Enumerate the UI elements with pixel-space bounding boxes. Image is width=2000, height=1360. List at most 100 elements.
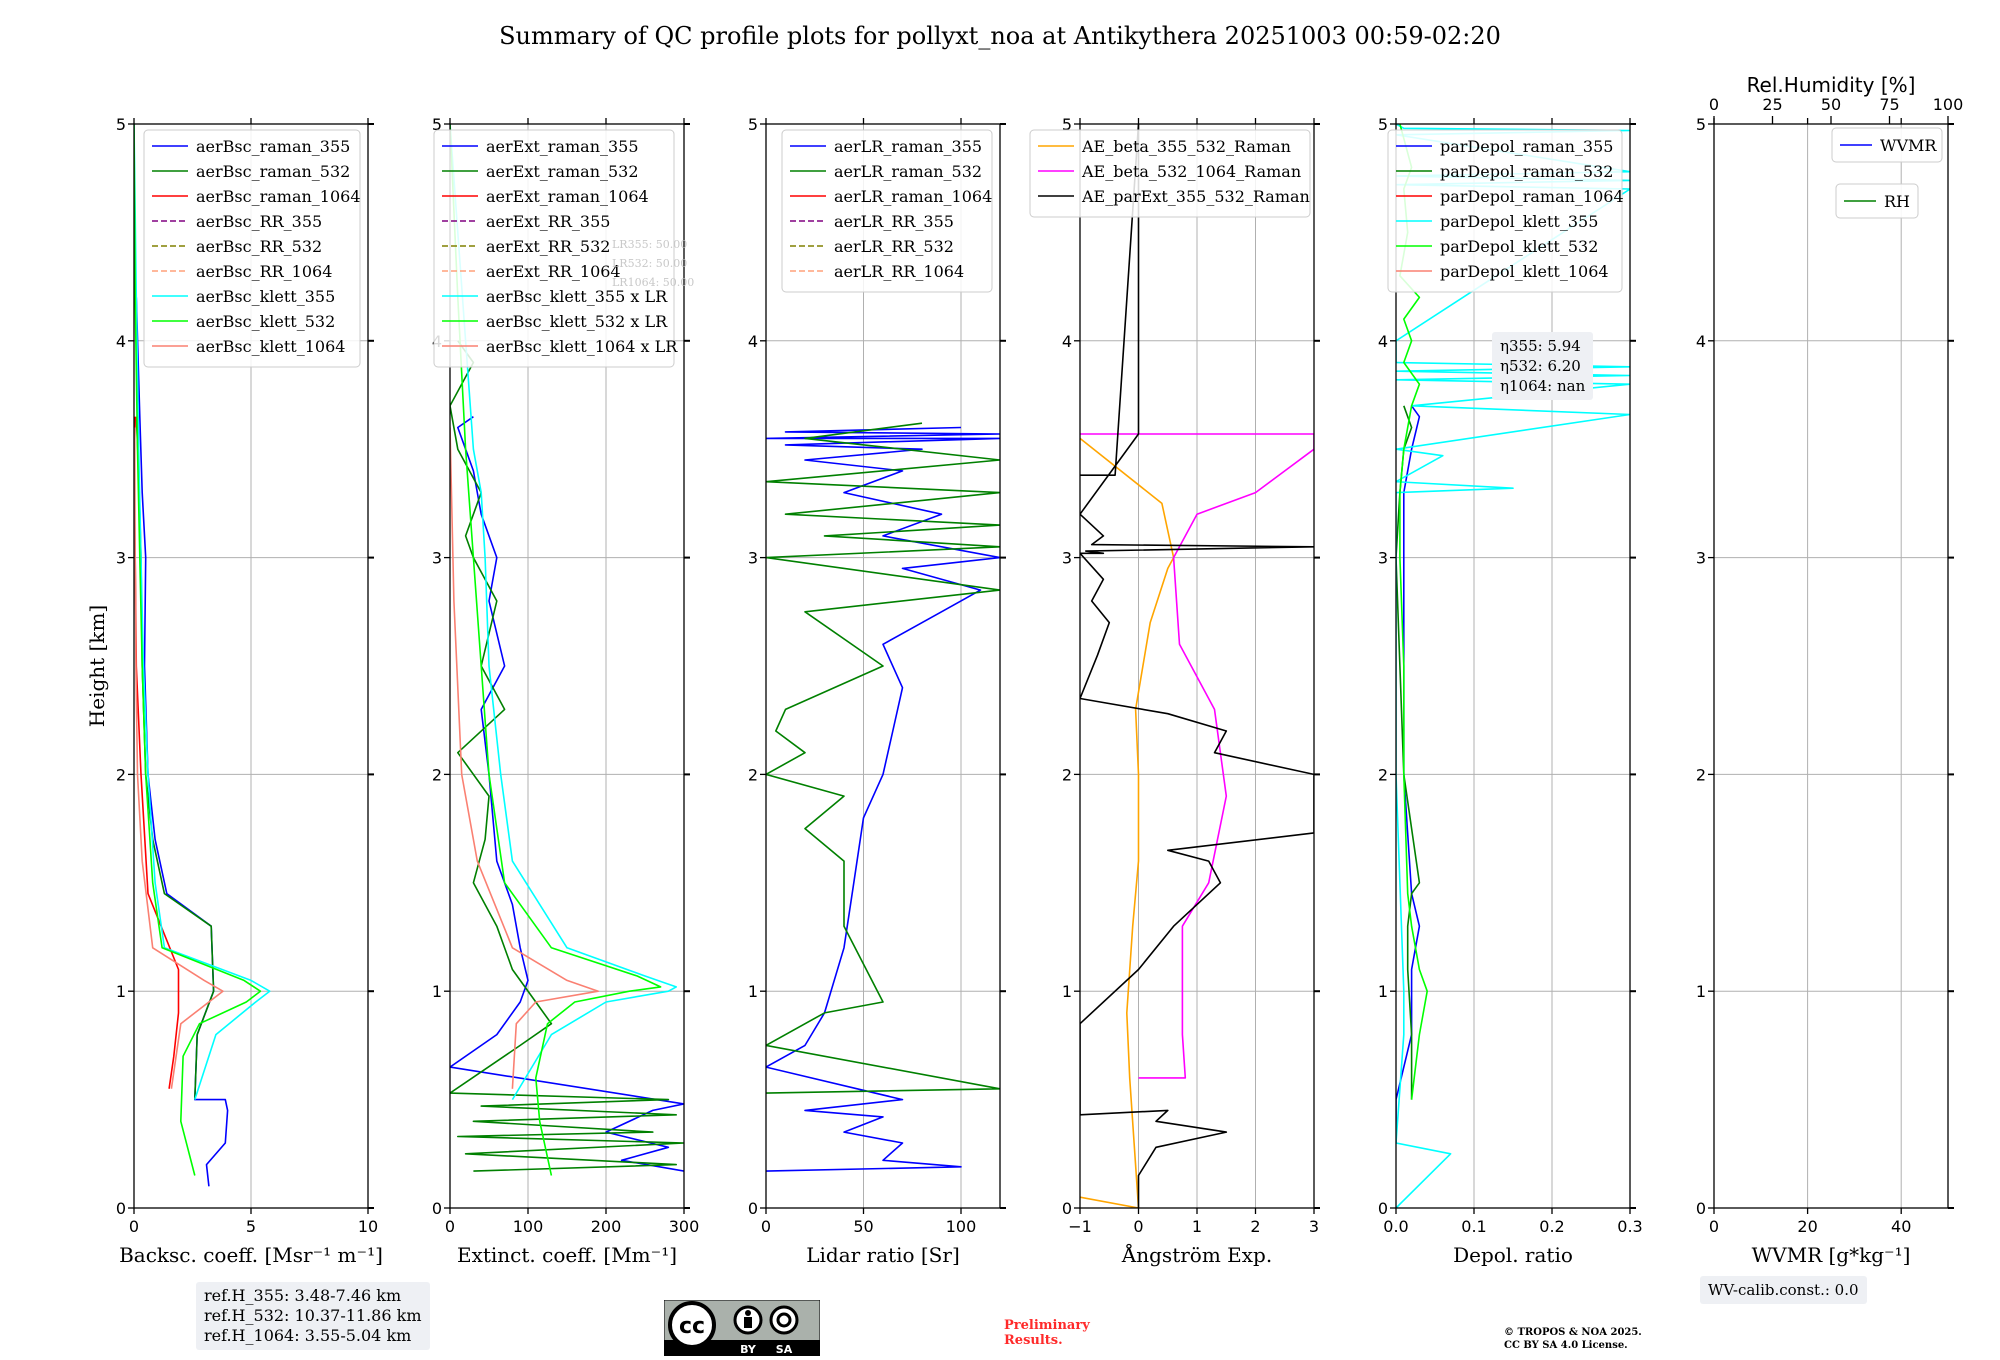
figure-title: Summary of QC profile plots for pollyxt_…	[499, 22, 1501, 50]
x-tick-label: 300	[669, 1217, 700, 1236]
y-tick-label: 5	[748, 115, 758, 134]
legend-label-pardepol-klett-532: parDepol_klett_532	[1440, 237, 1598, 256]
y-tick-label: 4	[1378, 332, 1388, 351]
legend: aerExt_raman_355 aerExt_raman_532 aerExt_r…	[433, 129, 678, 368]
legend-label-aerext-raman-355: aerExt_raman_355	[486, 137, 639, 156]
x-axis-label: WVMR [g*kg⁻¹]	[1752, 1243, 1911, 1267]
y-tick-label: 2	[1062, 765, 1072, 784]
legend-label-aerbsc-klett-532: aerBsc_klett_532	[196, 312, 335, 331]
cc-license-badge: cc BY SA	[664, 1300, 820, 1356]
y-tick-label: 1	[1378, 982, 1388, 1001]
legend-label: WVMR	[1880, 136, 1937, 155]
legend-box	[1831, 127, 1943, 163]
series-ae-parext-355-532-raman	[1080, 124, 1314, 1208]
legend-label-aerbsc-raman-355: aerBsc_raman_355	[196, 137, 350, 156]
x2-tick-label: 75	[1879, 95, 1899, 114]
series-aerbsc-klett-1064	[134, 427, 224, 1089]
y-tick-label: 1	[1062, 982, 1072, 1001]
y-tick-label: 2	[432, 765, 442, 784]
series-aerbsc-klett-355	[134, 124, 271, 1100]
panel-depol: 0 1 2 3 4 5 0.0 0.1 0.2 0.3 Depol. ratio parDepol_r…	[1378, 115, 1643, 1267]
x-tick-label: 40	[1891, 1217, 1911, 1236]
cc-sa-label: SA	[776, 1343, 793, 1356]
panel-bsc: 0 1 2 3 4 5 0 5 10 Backsc. coeff. [Msr⁻¹ m⁻¹] aerB…	[116, 115, 383, 1267]
x-axis-label: Depol. ratio	[1453, 1243, 1573, 1267]
series-group	[1080, 124, 1314, 1208]
x-tick-label: 100	[513, 1217, 544, 1236]
legend-label-aerext-rr-532: aerExt_RR_532	[486, 237, 610, 256]
legend-label-aerlr-raman-355: aerLR_raman_355	[834, 137, 982, 156]
y-tick-label: 5	[1696, 115, 1706, 134]
ref-height-1064: ref.H_1064: 3.55-5.04 km	[204, 1326, 412, 1345]
x-axis-label: Backsc. coeff. [Msr⁻¹ m⁻¹]	[119, 1243, 383, 1267]
legend-label-aerbsc-rr-532: aerBsc_RR_532	[196, 237, 322, 256]
cc-by-label: BY	[740, 1343, 757, 1356]
x-tick-label: 0.1	[1461, 1217, 1486, 1236]
legend-label-aerlr-rr-355: aerLR_RR_355	[834, 212, 954, 231]
x-tick-label: 50	[853, 1217, 873, 1236]
x-tick-label: 100	[946, 1217, 977, 1236]
copyright-line2: CC BY SA 4.0 License.	[1504, 1340, 1628, 1351]
ref-height-box: ref.H_355: 3.48-7.46 km ref.H_532: 10.37…	[196, 1282, 430, 1350]
y-tick-label: 5	[432, 115, 442, 134]
y-tick-label: 2	[1696, 765, 1706, 784]
ref-height-532: ref.H_532: 10.37-11.86 km	[204, 1306, 422, 1325]
legend-label-aerlr-raman-1064: aerLR_raman_1064	[834, 187, 992, 206]
legend-label-aerbsc-klett-355-x-lr: aerBsc_klett_355 x LR	[486, 287, 668, 306]
x2-tick-label: 0	[1709, 95, 1719, 114]
ghost-lr-label: LR1064: 50.00	[612, 276, 694, 289]
legend-label-aerext-raman-532: aerExt_raman_532	[486, 162, 639, 181]
legend-label-aerbsc-klett-1064: aerBsc_klett_1064	[196, 337, 345, 356]
y-tick-label: 3	[432, 549, 442, 568]
legend-label-aerbsc-klett-355: aerBsc_klett_355	[196, 287, 335, 306]
panel-ext: 0123450100200300Extinct. coeff. [Mm⁻¹]ae…	[432, 115, 699, 1267]
series-aerbsc-klett-355-x-lr	[450, 124, 678, 1101]
copyright-note: © TROPOS & NOA 2025. CC BY SA 4.0 Licens…	[1504, 1326, 1642, 1352]
legend-label-aerlr-rr-532: aerLR_RR_532	[834, 237, 954, 256]
legend-label-pardepol-klett-1064: parDepol_klett_1064	[1440, 262, 1609, 281]
legend: parDepol_raman_355 parDepol_raman_532 parD…	[1387, 129, 1624, 293]
series-aerext-raman-532	[450, 340, 684, 1172]
copyright-line1: © TROPOS & NOA 2025.	[1504, 1327, 1642, 1338]
legend-box	[781, 129, 993, 293]
y-tick-label: 3	[1696, 549, 1706, 568]
y-tick-label: 5	[1378, 115, 1388, 134]
ghost-lr-label: LR355: 50.00	[612, 238, 687, 251]
wv-calib-box: WV-calib.const.: 0.0	[1700, 1276, 1867, 1304]
eta-532: η532: 6.20	[1500, 357, 1581, 375]
legend-label-aerbsc-raman-1064: aerBsc_raman_1064	[196, 187, 361, 206]
y-tick-label: 2	[116, 765, 126, 784]
x2-tick-label: 100	[1933, 95, 1964, 114]
eta-box: η355: 5.94 η532: 6.20 η1064: nan	[1492, 332, 1594, 400]
legend-box	[1835, 183, 1919, 219]
x-tick-label: −1	[1068, 1217, 1092, 1236]
legend-label-aerbsc-raman-532: aerBsc_raman_532	[196, 162, 350, 181]
x-tick-label: 0.0	[1383, 1217, 1408, 1236]
series-aerext-raman-355	[450, 416, 684, 1172]
y-axis-label: Height [km]	[85, 605, 109, 727]
y-tick-label: 0	[748, 1199, 758, 1218]
legend-label-ae-beta-532-1064-raman: AE_beta_532_1064_Raman	[1081, 162, 1301, 181]
y-tick-label: 1	[432, 982, 442, 1001]
y-tick-label: 3	[748, 549, 758, 568]
preliminary-line2: Results.	[1004, 1333, 1063, 1348]
y-tick-label: 0	[432, 1199, 442, 1218]
y-tick-label: 1	[116, 982, 126, 1001]
x-tick-label: 0.2	[1539, 1217, 1564, 1236]
series-aerlr-raman-355	[766, 426, 1000, 1172]
y-tick-label: 0	[1696, 1199, 1706, 1218]
y-tick-label: 5	[116, 115, 126, 134]
svg-text:cc: cc	[679, 1314, 705, 1339]
series-group	[450, 124, 684, 1176]
eta-355: η355: 5.94	[1500, 337, 1581, 355]
y-tick-label: 4	[1062, 332, 1072, 351]
legend-label-pardepol-raman-355: parDepol_raman_355	[1440, 137, 1613, 156]
y-tick-label: 4	[1696, 332, 1706, 351]
legend-box	[143, 129, 361, 368]
legend-label-aerext-raman-1064: aerExt_raman_1064	[486, 187, 649, 206]
legend-label-aerlr-rr-1064: aerLR_RR_1064	[834, 262, 964, 281]
series-aerbsc-klett-532-x-lr	[450, 124, 662, 1176]
x-tick-label: 0	[1133, 1217, 1143, 1236]
